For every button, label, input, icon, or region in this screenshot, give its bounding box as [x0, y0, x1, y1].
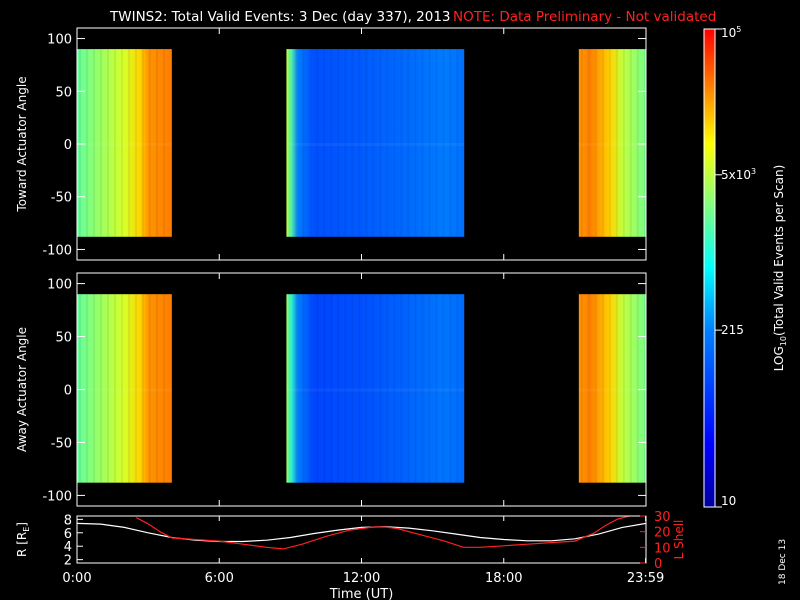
date-stamp: 18 Dec 13: [778, 539, 788, 585]
y-tick-label: 6: [64, 527, 72, 542]
x-tick-label: 12:00: [343, 571, 380, 586]
y-right-tick-label: 0: [654, 557, 662, 572]
heatmap-block: [578, 49, 646, 237]
zero-angle-stripe: [286, 388, 465, 392]
colorbar-tick-label: 5x103: [721, 167, 756, 182]
y-tick-label: 50: [55, 85, 72, 100]
y-tick-label: 8: [64, 513, 72, 528]
colorbar: LOG10(Total Valid Events per Scan) 105 5x…: [703, 25, 788, 508]
y-tick-label: 100: [47, 278, 72, 293]
y-tick-label: -100: [42, 489, 72, 504]
zero-angle-stripe: [578, 388, 646, 392]
lshell-line: [136, 515, 630, 550]
heatmap-block: [578, 294, 646, 483]
panel-toward-actuator: 100 50 0 -50 -100 Toward Actuator Angle: [15, 27, 647, 261]
zero-angle-stripe: [77, 143, 172, 146]
preliminary-note: NOTE: Data Preliminary - Not validated: [453, 9, 716, 25]
y-tick-label: -100: [42, 243, 72, 258]
y-right-tick-label: 30: [654, 510, 671, 525]
heatmap-block: [77, 294, 172, 483]
y-right-tick-label: 10: [654, 541, 671, 556]
heatmap-block: [286, 49, 465, 237]
y-tick-label: 0: [64, 384, 72, 399]
colorbar-gradient: [703, 28, 716, 508]
y-tick-label: -50: [51, 436, 72, 451]
colorbar-label: LOG10(Total Valid Events per Scan): [772, 165, 788, 372]
zero-angle-stripe: [77, 388, 172, 392]
zero-angle-stripe: [286, 143, 465, 146]
heatmap-block: [286, 294, 465, 483]
y-tick-label: 0: [64, 138, 72, 153]
chart-title: TWINS2: Total Valid Events: 3 Dec (day 3…: [109, 9, 451, 25]
x-tick-label: 18:00: [485, 571, 522, 586]
y-axis-label: Toward Actuator Angle: [15, 76, 29, 212]
radius-axis-label: R [RE]: [15, 522, 31, 557]
colorbar-tick-label: 215: [721, 323, 744, 337]
zero-angle-stripe: [578, 143, 646, 146]
y-tick-label: -50: [51, 191, 72, 206]
y-right-tick-label: 20: [654, 526, 671, 541]
x-tick-label: 0:00: [62, 571, 91, 586]
colorbar-tick-label: 105: [721, 25, 741, 40]
heatmap-block: [77, 49, 172, 237]
y-axis-label: Away Actuator Angle: [15, 327, 29, 452]
x-tick-label: 6:00: [205, 571, 234, 586]
y-tick-label: 100: [47, 33, 72, 48]
x-axis-label: Time (UT): [329, 587, 394, 600]
y-tick-label: 4: [64, 540, 72, 555]
lshell-axis-label: L Shell: [672, 520, 686, 560]
y-tick-label: 2: [64, 554, 72, 569]
panel-away-actuator: 100 50 0 -50 -100 Away Actuator Angle: [15, 272, 647, 507]
colorbar-tick-label: 10: [721, 494, 736, 508]
x-tick-label: 23:59: [627, 571, 664, 586]
y-tick-label: 50: [55, 331, 72, 346]
